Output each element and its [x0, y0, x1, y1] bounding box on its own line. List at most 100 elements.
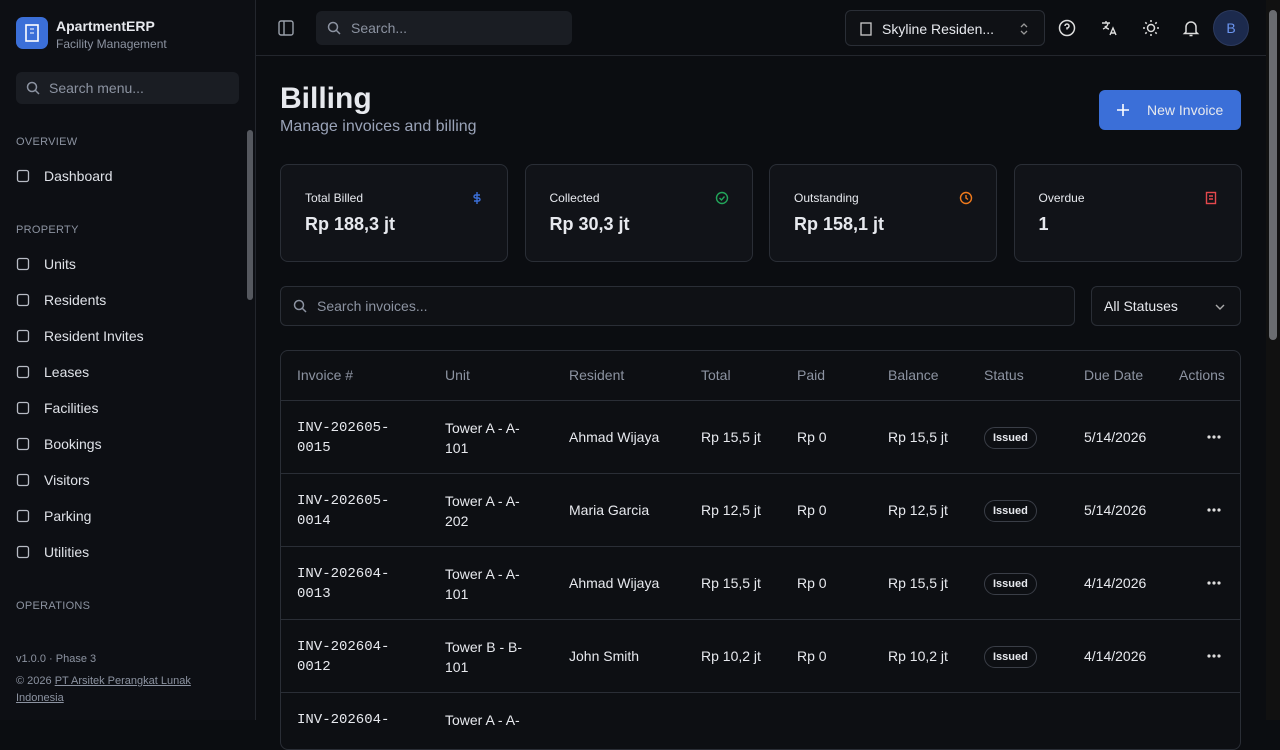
cell-balance: Rp 12,5 jt	[888, 502, 948, 518]
nav-icon	[16, 365, 30, 379]
cell-balance: Rp 15,5 jt	[888, 429, 948, 445]
cell-resident: Ahmad Wijaya	[569, 429, 660, 445]
row-actions[interactable]	[1206, 434, 1222, 440]
nav-icon	[16, 329, 30, 343]
sidebar: ApartmentERP Facility Management Search …	[0, 0, 256, 720]
plus-icon	[1117, 104, 1129, 116]
stat-value: Rp 158,1 jt	[794, 214, 885, 234]
table-row: INV-202605-0015 Tower A - A-101 Ahmad Wija…	[281, 401, 1240, 474]
row-actions[interactable]	[1206, 653, 1222, 659]
nav-label: Dashboard	[44, 168, 113, 184]
cell-unit: Tower A - A-202	[445, 493, 520, 529]
nav-item[interactable]: Dashboard	[16, 164, 236, 188]
logo	[16, 17, 48, 49]
column-header: Balance	[888, 367, 939, 383]
copyright: © 2026 PT Arsitek Perangkat Lunak Indone…	[16, 673, 216, 707]
search-icon	[293, 299, 307, 313]
logo-icon	[25, 24, 39, 42]
column-header: Invoice #	[297, 367, 354, 383]
global-search[interactable]: Search...	[316, 11, 572, 45]
cell-balance: Rp 15,5 jt	[888, 575, 948, 591]
property-select[interactable]: Skyline Residen...	[845, 10, 1045, 46]
row-actions[interactable]	[1206, 507, 1222, 513]
cell-total: Rp 15,5 jt	[701, 429, 761, 445]
cell-due: 5/14/2026	[1084, 429, 1147, 445]
status-badge: Issued	[984, 573, 1037, 595]
theme-icon[interactable]	[1142, 19, 1160, 37]
cell-invoice: INV-202605-0014	[297, 493, 390, 529]
property-name: Skyline Residen...	[882, 21, 995, 37]
nav-item[interactable]: Utilities	[16, 540, 236, 564]
nav-icon	[16, 169, 30, 183]
nav-item[interactable]: Units	[16, 252, 236, 276]
app-name: ApartmentERP	[56, 18, 155, 34]
nav-item[interactable]: Parking	[16, 504, 236, 528]
cell-paid: Rp 0	[797, 648, 827, 664]
stat-icon	[959, 191, 973, 205]
row-actions[interactable]	[1206, 580, 1222, 586]
nav-item[interactable]: Resident Invites	[16, 324, 236, 348]
table-row: INV-202604- Tower A - A-	[281, 693, 1240, 749]
stat-label: Overdue	[1038, 191, 1085, 205]
cell-unit: Tower A - A-	[445, 712, 520, 728]
topbar: Search... Skyline Residen... B	[256, 0, 1266, 56]
cell-invoice: INV-202605-0015	[297, 420, 390, 456]
page-scrollbar	[1266, 0, 1280, 720]
nav-icon	[16, 509, 30, 523]
cell-resident: John Smith	[569, 648, 640, 664]
nav-section-title: OPERATIONS	[16, 600, 91, 612]
stat-value: Rp 30,3 jt	[549, 214, 630, 234]
stat-value: 1	[1038, 214, 1049, 234]
nav-label: Leases	[44, 364, 90, 380]
new-invoice-button[interactable]: New Invoice	[1099, 90, 1241, 130]
nav-icon	[16, 257, 30, 271]
cell-paid: Rp 0	[797, 502, 827, 518]
cell-paid: Rp 0	[797, 429, 827, 445]
cell-paid: Rp 0	[797, 575, 827, 591]
invoice-table: Invoice # Unit Resident Total Paid Balance Sta…	[280, 350, 1241, 750]
help-icon[interactable]	[1058, 19, 1076, 37]
status-filter-value: All Statuses	[1104, 298, 1178, 314]
invoice-search[interactable]: Search invoices...	[280, 286, 1075, 326]
scrollbar	[246, 120, 254, 634]
menu-search-placeholder: Search menu...	[49, 80, 144, 96]
status-filter[interactable]: All Statuses	[1091, 286, 1241, 326]
building-icon	[860, 22, 872, 36]
column-header: Due Date	[1084, 367, 1144, 383]
company-link[interactable]: PT Arsitek Perangkat Lunak Indonesia	[16, 675, 191, 704]
column-header: Resident	[569, 367, 625, 383]
nav-item[interactable]: Visitors	[16, 468, 236, 492]
stat-icon	[473, 192, 481, 204]
status-badge: Issued	[984, 427, 1037, 449]
menu-search[interactable]: Search menu...	[16, 72, 239, 104]
column-header: Unit	[445, 367, 470, 383]
table-row: INV-202605-0014 Tower A - A-202 Maria Garc…	[281, 474, 1240, 547]
sidebar-toggle[interactable]	[278, 20, 294, 36]
nav-item[interactable]: Residents	[16, 288, 236, 312]
cell-due: 5/14/2026	[1084, 502, 1147, 518]
header-divider	[281, 400, 1240, 401]
page-subtitle: Manage invoices and billing	[280, 118, 477, 135]
language-icon[interactable]	[1100, 19, 1118, 37]
avatar[interactable]: B	[1213, 10, 1249, 46]
nav-item[interactable]: Bookings	[16, 432, 236, 456]
nav-label: Parking	[44, 508, 92, 524]
nav-label: Visitors	[44, 472, 90, 488]
nav-item[interactable]: Facilities	[16, 396, 236, 420]
stat-icon	[1205, 191, 1216, 205]
nav-item[interactable]: Leases	[16, 360, 236, 384]
column-header: Actions	[1179, 367, 1225, 383]
status-badge: Issued	[984, 646, 1037, 668]
copyright-year: © 2026	[16, 675, 52, 687]
cell-unit: Tower A - A-101	[445, 566, 520, 602]
nav-icon	[16, 293, 30, 307]
stat-label: Collected	[549, 191, 600, 205]
stat-label: Outstanding	[794, 191, 859, 205]
nav-section-title: OVERVIEW	[16, 136, 78, 148]
page-title: Billing	[280, 82, 372, 115]
nav-label: Bookings	[44, 436, 102, 452]
bell-icon[interactable]	[1182, 19, 1200, 37]
app-subtitle: Facility Management	[56, 37, 167, 51]
cell-total: Rp 12,5 jt	[701, 502, 761, 518]
